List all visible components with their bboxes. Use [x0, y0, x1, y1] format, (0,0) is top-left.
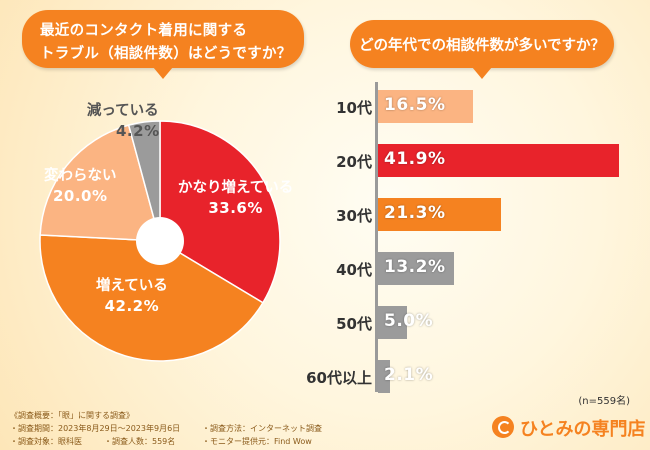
bar-3 [378, 252, 454, 285]
sample-size-note: (n=559名) [578, 396, 630, 407]
footer-overview: 《調査概要：「眼」に関する調査》 [10, 411, 134, 420]
pie-label-fueteiru-name: 増えている [96, 278, 168, 294]
pie-label-hetteiru: 減っている 4.2% [86, 101, 160, 141]
footer-target: ・調査対象：眼科医 [10, 437, 82, 446]
bar-4 [378, 306, 407, 339]
logo-eye-icon [492, 416, 514, 438]
bar-1 [378, 144, 620, 177]
footer-period: ・調査期間：2023年8月29日～2023年9月6日 [10, 424, 181, 433]
pie-label-kanari: かなり増えている 33.6% [178, 178, 293, 218]
bar-label-4: 50代 [336, 315, 372, 333]
pie-label-kanari-name: かなり増えている [178, 180, 294, 196]
bar-value-5: 2.1% [384, 365, 434, 385]
bar-value-3: 13.2% [384, 257, 446, 277]
pie-label-kawaranai: 変わらない 20.0% [44, 166, 117, 206]
question-right-text: どの年代での相談件数が多いですか？ [358, 38, 606, 54]
question-right-bubble: どの年代での相談件数が多いですか？ [350, 20, 614, 79]
bar-value-2: 21.3% [384, 203, 446, 223]
question-left-bubble: 最近のコンタクト着用に関する トラブル（相談件数）はどうですか？ [22, 10, 304, 79]
bar-value-1: 41.9% [384, 149, 446, 169]
pie-slice-2 [39, 124, 161, 242]
footer-provider: ・モニター提供元：Find Wow [202, 437, 312, 446]
bar-label-5: 60代以上 [306, 369, 372, 387]
pie-label-fueteiru-value: 42.2% [104, 297, 160, 315]
bar-0 [378, 90, 473, 123]
bar-value-4: 5.0% [384, 311, 434, 331]
pie-label-hetteiru-name: 減っている [86, 103, 159, 119]
question-left-line1: 最近のコンタクト着用に関する [40, 23, 248, 39]
bar-label-0: 10代 [336, 99, 372, 117]
pie-label-fueteiru: 増えている 42.2% [96, 276, 168, 316]
brand-logo[interactable]: ひとみの専門店 [492, 414, 645, 442]
question-left-line2: トラブル（相談件数）はどうですか？ [40, 46, 292, 62]
bar-label-1: 20代 [336, 153, 372, 171]
pie-slice-3 [127, 120, 161, 242]
bar-value-0: 16.5% [384, 95, 446, 115]
footer-method: ・調査方法：インターネット調査 [202, 424, 322, 433]
pie-slice-0 [159, 120, 281, 304]
pie-label-kanari-value: 33.6% [208, 199, 263, 217]
bar-axis [375, 82, 378, 392]
bar-label-2: 30代 [336, 207, 372, 225]
pie-slice-1 [39, 234, 264, 362]
pie-label-kawaranai-value: 20.0% [52, 187, 108, 205]
pie-label-hetteiru-value: 4.2% [116, 122, 160, 140]
pie-label-kawaranai-name: 変わらない [44, 168, 117, 184]
bar-2 [378, 198, 501, 231]
bar-label-3: 40代 [336, 261, 372, 279]
donut-hole [136, 217, 184, 265]
bar-5 [378, 360, 391, 393]
footer: 《調査概要：「眼」に関する調査》 ・調査期間：2023年8月29日～2023年9… [0, 408, 650, 450]
footer-count: ・調査人数：559名 [104, 437, 176, 446]
logo-text: ひとみの専門店 [520, 419, 646, 440]
